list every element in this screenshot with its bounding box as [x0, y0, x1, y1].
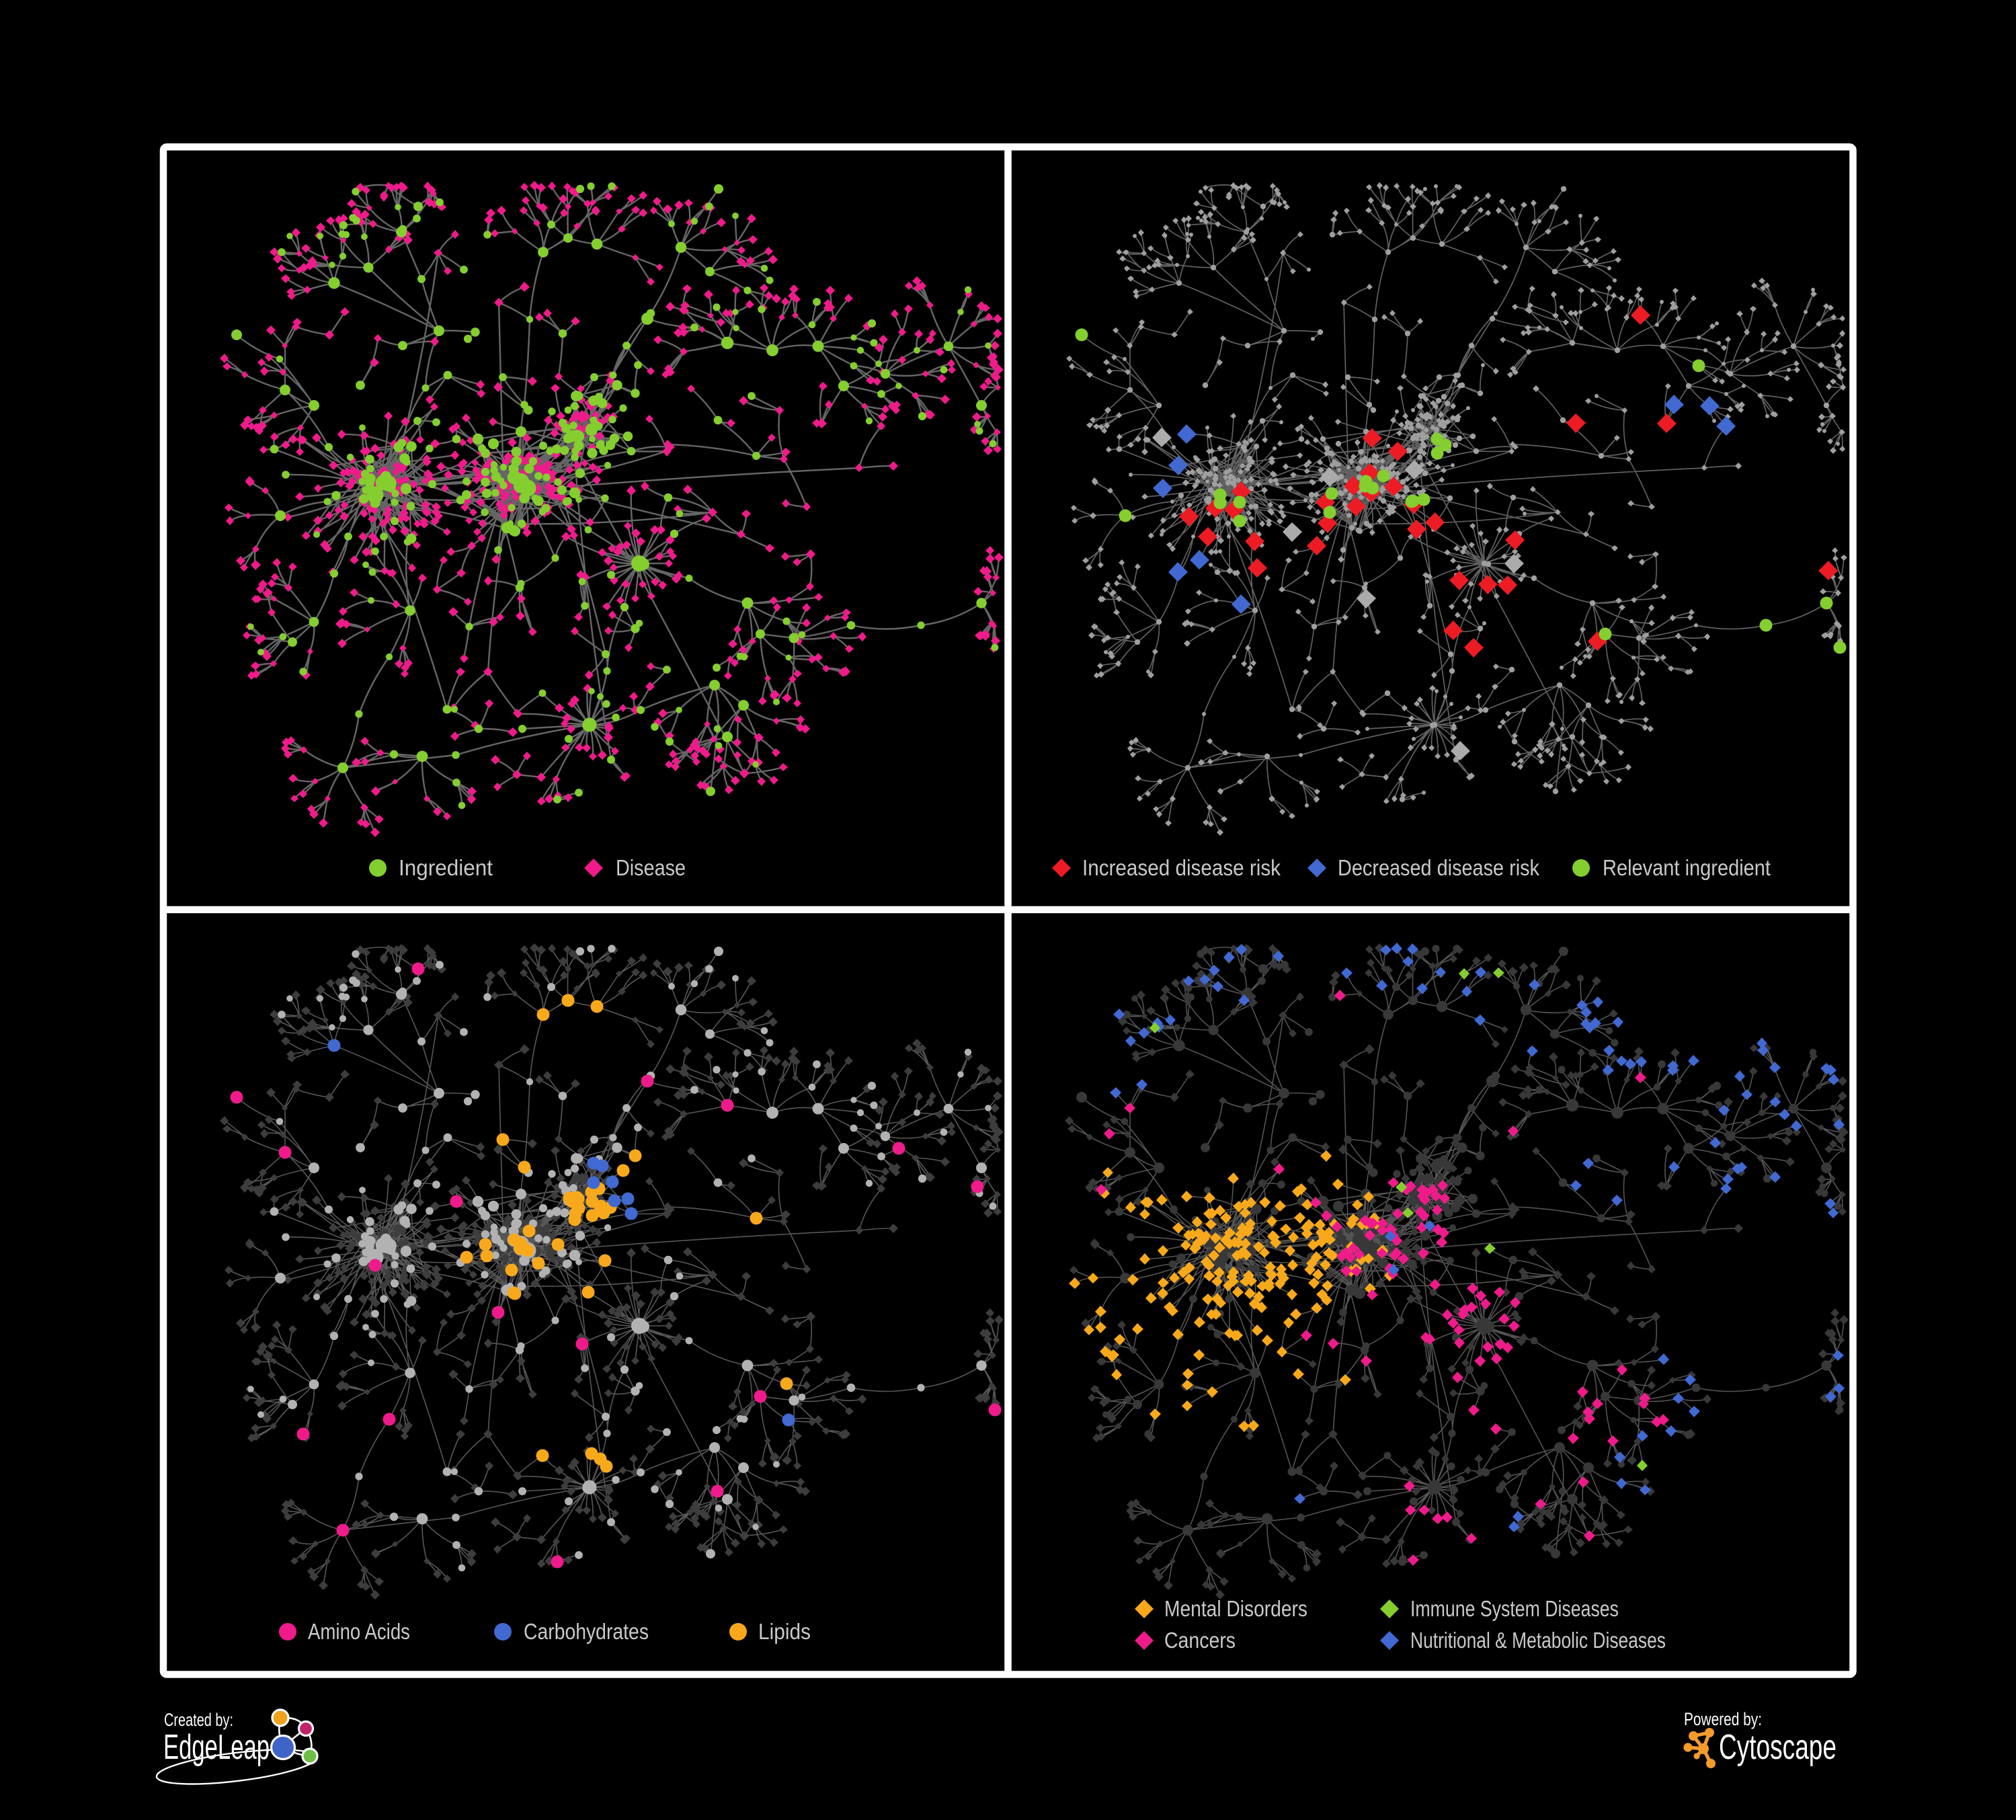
svg-text:Ingredient: Ingredient	[399, 855, 493, 880]
svg-text:Cancers: Cancers	[1164, 1628, 1236, 1653]
svg-text:Created by:: Created by:	[164, 1710, 233, 1730]
svg-text:Mental Disorders: Mental Disorders	[1164, 1596, 1307, 1621]
svg-text:Carbohydrates: Carbohydrates	[524, 1619, 649, 1644]
svg-text:EdgeLeap: EdgeLeap	[163, 1728, 270, 1767]
svg-text:Lipids: Lipids	[758, 1619, 811, 1644]
svg-text:Immune System Diseases: Immune System Diseases	[1410, 1596, 1619, 1621]
svg-text:Relevant ingredient: Relevant ingredient	[1603, 855, 1771, 880]
svg-text:Decreased disease risk: Decreased disease risk	[1338, 855, 1539, 880]
svg-text:Amino Acids: Amino Acids	[308, 1619, 410, 1644]
svg-text:Powered by:: Powered by:	[1684, 1709, 1762, 1729]
svg-text:Disease: Disease	[616, 855, 686, 880]
svg-text:Nutritional & Metabolic Diseas: Nutritional & Metabolic Diseases	[1410, 1628, 1666, 1653]
svg-text:Increased disease risk: Increased disease risk	[1082, 855, 1281, 880]
svg-text:Cytoscape: Cytoscape	[1719, 1728, 1837, 1767]
